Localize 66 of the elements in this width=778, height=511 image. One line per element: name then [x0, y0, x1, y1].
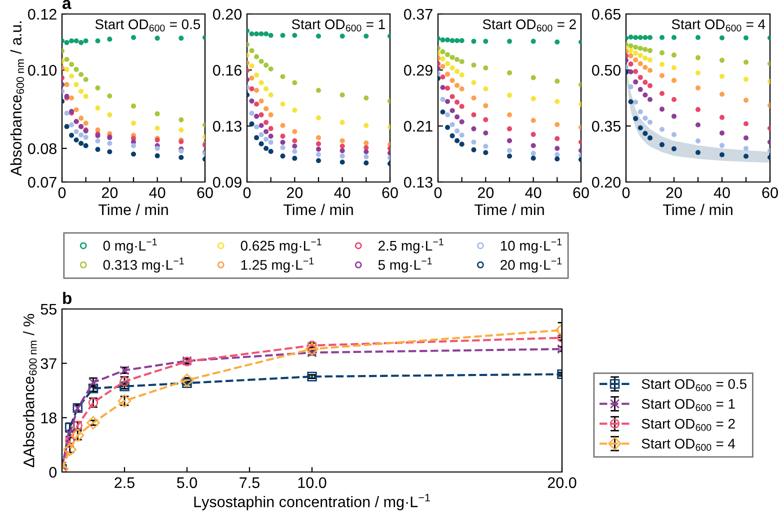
y-axis-title: Absorbance$_{600 nm}$ / a.u.: [10, 21, 24, 176]
legend-label: 0 mg·L$^{−1}$: [103, 238, 157, 254]
x-tick-label: 2.5: [114, 477, 134, 488]
y-tick-label: 18: [41, 412, 56, 424]
text: b: [63, 292, 72, 304]
x-axis-title: Time / min: [98, 204, 168, 216]
legend-label: 0.625 mg·L$^{−1}$: [240, 238, 322, 254]
y-tick-label: 0.08: [28, 143, 56, 154]
y-tick-label: 37: [40, 358, 56, 370]
x-axis-title: Time / min: [662, 204, 732, 216]
y-tick-label: 0.07: [28, 176, 56, 188]
x-tick-label: 60: [197, 187, 213, 198]
y-tick-label: 0.09: [213, 176, 242, 188]
y-tick-label: 0.35: [592, 120, 620, 132]
annotation: Start OD$_{600}$ = 1: [292, 19, 385, 32]
legend-label: Start OD$_{600}$ = 4: [642, 438, 736, 451]
y-tick-label: 0.50: [592, 64, 621, 76]
x-tick-label: 7.5: [240, 477, 260, 488]
y-tick-label: 0.12: [28, 8, 56, 20]
x-axis-title: Time / min: [474, 204, 544, 216]
x-tick-label: 20: [478, 187, 494, 198]
x-axis-title: Time / min: [283, 204, 353, 216]
y-axis-title: ΔAbsorbance$_{600 nm}$ / %: [23, 314, 37, 468]
y-tick-label: 0.13: [404, 176, 432, 188]
x-tick-label: 40: [525, 187, 542, 198]
annotation: Start OD$_{600}$ = 0.5: [95, 19, 200, 32]
legend-label: 20 mg·L$^{−1}$: [500, 258, 562, 273]
annotation: Start OD$_{600}$ = 2: [482, 19, 576, 32]
legend-label: 2.5 mg·L$^{−1}$: [378, 238, 444, 254]
y-tick-label: 0.65: [592, 8, 620, 20]
x-tick-label: 60: [573, 187, 589, 198]
annotation: Start OD$_{600}$ = 4: [672, 19, 766, 32]
y-tick-label: 0.21: [404, 120, 432, 132]
x-tick-label: 5.0: [176, 477, 198, 488]
legend-label: 5 mg·L$^{−1}$: [378, 258, 432, 273]
x-tick-label: 20: [666, 187, 682, 198]
legend-label: 1.25 mg·L$^{−1}$: [241, 258, 314, 273]
legend-label: 0.313 mg·L$^{−1}$: [103, 258, 184, 273]
y-tick-label: 0: [49, 466, 57, 478]
x-tick-label: 40: [334, 187, 350, 198]
x-tick-label: 20.0: [548, 477, 576, 488]
legend-label: Start OD$_{600}$ = 2: [642, 418, 735, 431]
legend-label: Start OD$_{600}$ = 1: [642, 398, 735, 412]
legend-label: Start OD$_{600}$ = 0.5: [642, 379, 746, 392]
x-tick-label: 10.0: [298, 477, 326, 488]
x-axis-title: Lysostaphin concentration / mg·L$^{−1}$: [194, 494, 430, 510]
x-tick-label: 0: [243, 187, 251, 198]
x-tick-label: 0: [58, 187, 66, 198]
x-tick-label: 60: [382, 187, 398, 198]
legend-label: 10 mg·L$^{−1}$: [500, 238, 562, 254]
x-tick-label: 20: [102, 187, 118, 198]
x-tick-label: 0: [434, 187, 442, 198]
y-tick-label: 0.16: [213, 64, 242, 76]
x-tick-label: 0: [622, 187, 630, 198]
x-tick-label: 60: [762, 187, 778, 198]
x-tick-label: 40: [714, 187, 730, 198]
y-tick-label: 0.29: [404, 64, 432, 76]
y-tick-label: 55: [40, 304, 56, 315]
y-tick-label: 0.20: [592, 176, 621, 188]
x-tick-label: 20: [286, 187, 303, 198]
y-tick-label: 0.10: [28, 64, 57, 76]
text: a: [62, 0, 72, 10]
x-tick-label: 40: [149, 187, 166, 198]
y-tick-label: 0.20: [213, 8, 242, 20]
y-tick-label: 0.37: [404, 8, 432, 20]
y-tick-label: 0.13: [213, 120, 242, 132]
